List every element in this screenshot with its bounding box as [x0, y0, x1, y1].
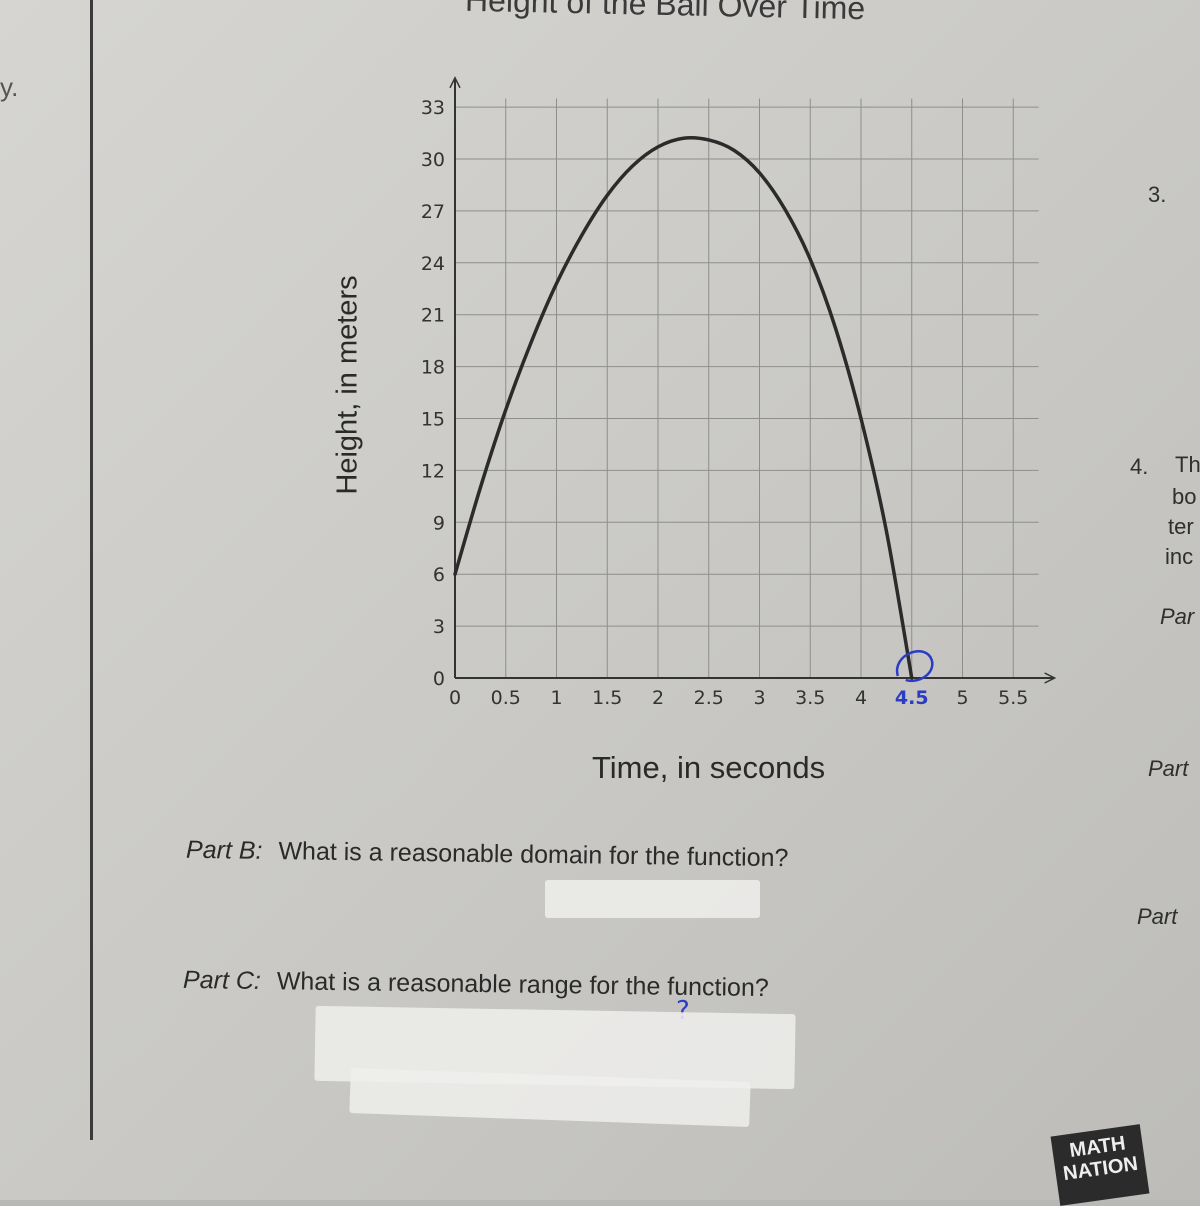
y-tick-labels: 0 3 6 9 12 15 18 21 24 27 30 33 — [421, 97, 445, 690]
x-tick-label: 5.5 — [998, 687, 1028, 709]
right-fragment-th: Th — [1175, 452, 1200, 477]
whiteout-patch-b — [545, 880, 760, 918]
grid-vertical-lines — [505, 98, 1014, 678]
grid-horizontal-lines — [455, 106, 1039, 627]
y-tick-label: 33 — [421, 97, 445, 119]
y-tick-label: 3 — [433, 616, 445, 638]
y-tick-label: 24 — [421, 253, 445, 275]
intercept-circle-mark — [895, 650, 934, 683]
x-tick-label: 3 — [753, 687, 765, 709]
y-tick-label: 21 — [421, 305, 445, 327]
math-nation-logo: MATH NATION — [1050, 1124, 1150, 1206]
right-fragment-inc: inc — [1165, 544, 1194, 569]
part-b-text: What is a reasonable domain for the func… — [278, 837, 789, 873]
part-b-label: Part B: — [185, 835, 263, 865]
right-fragment-bo: bo — [1172, 484, 1197, 509]
y-axis-arrow — [449, 76, 461, 89]
x-tick-label: 1.5 — [592, 687, 622, 709]
x-tick-label: 3.5 — [795, 687, 825, 709]
right-fragment-par: Par — [1160, 604, 1195, 629]
height-curve — [453, 135, 914, 680]
x-tick-label: 2 — [652, 687, 664, 709]
part-c-label: Part C: — [182, 965, 262, 995]
x-axis-arrow — [1044, 672, 1057, 684]
x-tick-label: 0 — [449, 687, 461, 709]
right-q3-number: 3. — [1148, 182, 1167, 207]
y-tick-label: 12 — [421, 460, 445, 482]
x-tick-label: 4 — [855, 687, 867, 709]
series-group — [453, 135, 914, 680]
book-spine-line — [90, 0, 93, 1140]
y-tick-label: 30 — [421, 149, 445, 171]
right-fragment-part-1: Part — [1148, 756, 1189, 781]
x-tick-labels: 0 0.5 1 1.5 2 2.5 3 3.5 4 4.5 5 5.5 — [449, 687, 1028, 709]
axes — [449, 76, 1057, 684]
x-axis-label: Time, in seconds — [592, 750, 826, 785]
part-c-text: What is a reasonable range for the funct… — [276, 967, 769, 1003]
y-tick-label: 9 — [433, 512, 445, 534]
x-tick-label: 0.5 — [491, 687, 521, 709]
annotation-group — [895, 650, 934, 683]
y-tick-label: 27 — [421, 201, 445, 223]
right-fragment-ter: ter — [1168, 514, 1194, 539]
right-q4-number: 4. — [1130, 454, 1149, 479]
y-tick-label: 18 — [421, 357, 445, 379]
x-tick-label: 2.5 — [694, 687, 724, 709]
right-fragment-part-2: Part — [1137, 904, 1178, 929]
y-tick-label: 15 — [421, 409, 445, 431]
y-tick-label: 0 — [433, 668, 445, 690]
x-tick-label: 1 — [550, 687, 562, 709]
x-tick-label: 4.5 — [895, 687, 929, 709]
y-tick-label: 6 — [433, 564, 445, 586]
left-page-fragment: y. — [0, 72, 19, 102]
x-tick-label: 5 — [956, 687, 968, 709]
y-axis-label: Height, in meters — [331, 275, 364, 495]
